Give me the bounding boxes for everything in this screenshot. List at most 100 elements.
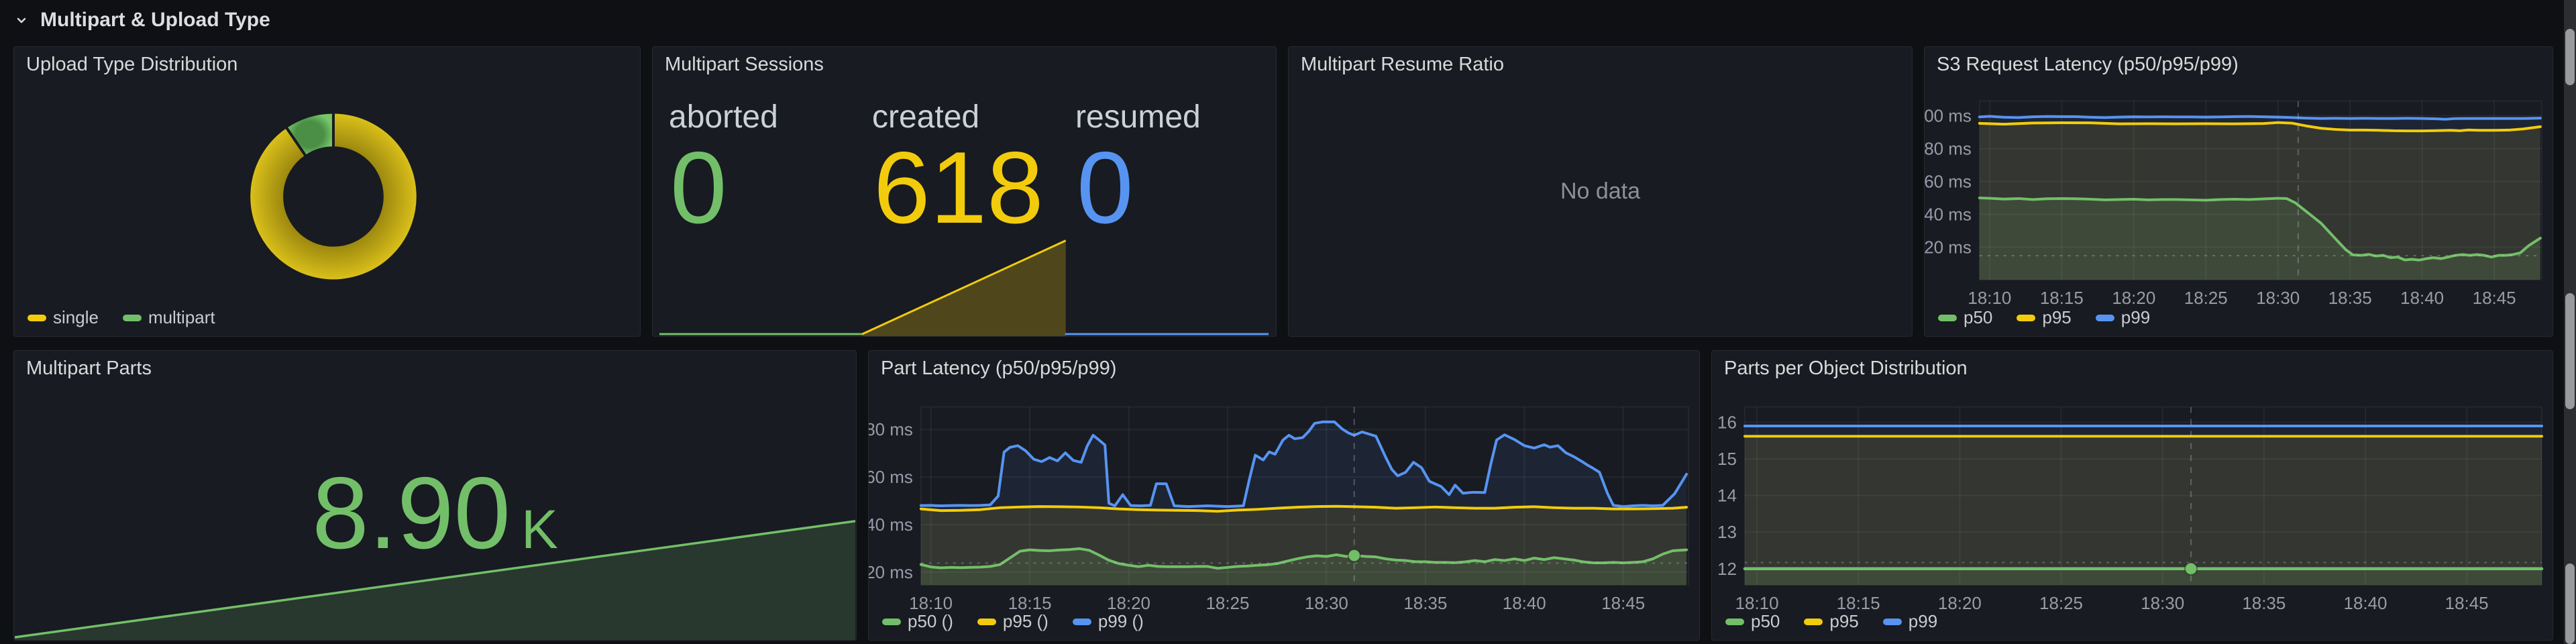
legend-item-p95[interactable]: p95	[2017, 307, 2072, 328]
stat-spark-line-created	[861, 239, 1067, 335]
axis-tick-label: 18:15	[1008, 594, 1052, 613]
axis-tick-label: 20 ms	[869, 564, 913, 582]
axis-tick-label: 18:10	[1735, 594, 1779, 613]
legend-item-p95[interactable]: p95 ()	[977, 611, 1049, 632]
legend-series-label: multipart	[148, 307, 215, 327]
axis-tick-label: 18:40	[2400, 289, 2444, 308]
pie-slice-single	[248, 111, 419, 282]
legend-series-swatch	[122, 314, 142, 321]
timeseries-chart: 18:10 18:15 18:20 18:25 18:30 18:35 18:40 18:45…	[869, 406, 1690, 613]
panel-title[interactable]: Part Latency (p50/p95/p99)	[881, 358, 1117, 379]
legend-series-swatch	[1882, 618, 1902, 625]
axis-tick-label: 18:45	[1601, 594, 1645, 613]
axis-tick-label: 18:25	[2039, 594, 2083, 613]
series-line	[1978, 115, 2542, 121]
axis-tick-label: 18:10	[909, 594, 953, 613]
axis-tick-label: 18:25	[1205, 594, 1249, 613]
stat-value: 8.90	[312, 456, 511, 570]
series-area	[920, 506, 1687, 586]
panel-title[interactable]: Multipart Resume Ratio	[1301, 54, 1504, 75]
legend-series-swatch	[28, 314, 46, 321]
panel-title[interactable]: Multipart Parts	[26, 358, 152, 379]
legend-series-label: p95 ()	[1002, 611, 1049, 631]
axis-tick-label: 60 ms	[869, 468, 913, 487]
stat-created: created 618	[863, 47, 1067, 336]
panel-multipart-resume-ratio: Multipart Resume Ratio No data	[1288, 46, 1913, 337]
legend-series-label: p50 ()	[908, 611, 953, 631]
axis-tick-label: 18:45	[2445, 594, 2489, 613]
panel-title[interactable]: Multipart Sessions	[665, 54, 824, 75]
axis-tick-label: 14	[1717, 487, 1737, 506]
axis-tick-label: 18:35	[1403, 594, 1447, 613]
legend-item-p50[interactable]: p50 ()	[882, 611, 953, 632]
timeseries-chart: 18:10 18:15 18:20 18:25 18:30 18:35 18:40 18:45…	[1717, 406, 2544, 613]
no-data-message: No data	[1560, 178, 1641, 204]
stat-resumed: resumed 0	[1066, 47, 1270, 336]
big-stat: 8.90 K	[14, 462, 856, 564]
panel-title[interactable]: Parts per Object Distribution	[1724, 358, 1968, 379]
legend-item-p50[interactable]: p50	[1938, 307, 1992, 328]
scrollbar-thumb[interactable]	[2565, 564, 2575, 644]
panel-parts-per-object: Parts per Object Distribution 18:10 18:15…	[1711, 350, 2553, 641]
axis-tick-label: 18:35	[2328, 289, 2372, 308]
legend-item-p99[interactable]: p99	[1882, 611, 1938, 632]
axis-tick-label: 18:20	[1107, 594, 1150, 613]
axis-tick-label: 18:15	[1837, 594, 1880, 613]
series-line	[1978, 121, 2542, 133]
legend-series-swatch	[882, 618, 901, 625]
series-line	[919, 420, 1688, 508]
row-title[interactable]: Multipart & Upload Type	[40, 9, 270, 31]
stat-sparklines	[659, 239, 1269, 336]
legend-series-label: p95	[2042, 307, 2072, 327]
axis-tick-label: 13	[1717, 523, 1737, 542]
axis-tick-label: 18:30	[2256, 289, 2300, 308]
axis-tick-label: 18:10	[1968, 289, 2011, 308]
hover-point-marker	[1347, 549, 1361, 563]
series-line	[919, 504, 1688, 513]
legend-item-p95[interactable]: p95	[1804, 611, 1859, 632]
legend-item-p50[interactable]: p50	[1725, 611, 1780, 632]
axis-tick-label: 80 ms	[869, 421, 913, 439]
legend-series-label: p95	[1829, 611, 1859, 631]
legend-series-label: p99	[2121, 307, 2151, 327]
stat-label: aborted	[669, 99, 778, 135]
axis-tick-label: 18:40	[1503, 594, 1546, 613]
axis-tick-label: 18:15	[2040, 289, 2084, 308]
legend-series-swatch	[1804, 618, 1823, 625]
legend-item-p99[interactable]: p99	[2095, 307, 2151, 328]
panel-title[interactable]: Upload Type Distribution	[26, 54, 238, 75]
legend-series-label: p50	[1751, 611, 1780, 631]
stat-value: 618	[873, 131, 1044, 245]
chart-legend: p50 p95 p99	[1938, 307, 2150, 328]
legend-series-label: p99 ()	[1097, 611, 1144, 631]
axis-tick-label: 18:30	[1305, 594, 1348, 613]
legend-item-p99[interactable]: p99 ()	[1072, 611, 1144, 632]
legend-series-swatch	[2095, 314, 2114, 321]
chart-legend: p50 p95 p99	[1725, 611, 1937, 632]
hover-point-marker	[2184, 561, 2198, 576]
legend-series-swatch	[977, 618, 996, 625]
dashboard-row-header[interactable]: Multipart & Upload Type	[12, 5, 270, 35]
page-scrollbar[interactable]	[2564, 0, 2576, 644]
chevron-down-icon[interactable]	[12, 11, 31, 30]
stat-spark-line	[14, 520, 856, 639]
pie-slice-multipart	[284, 111, 335, 158]
panel-title[interactable]: S3 Request Latency (p50/p95/p99)	[1937, 54, 2239, 75]
chart-legend: single multipart	[28, 307, 215, 328]
scrollbar-thumb[interactable]	[2565, 29, 2575, 85]
legend-item-multipart[interactable]: multipart	[122, 307, 215, 328]
stat-label: created	[872, 99, 980, 135]
stat-value: 0	[670, 131, 727, 245]
axis-tick-label: 18:20	[1938, 594, 1982, 613]
axis-tick-label: 16	[1717, 414, 1737, 433]
scrollbar-thumb[interactable]	[2565, 293, 2575, 409]
axis-tick-label: 18:35	[2242, 594, 2286, 613]
panel-multipart-sessions: Multipart Sessions aborted 0 created 618…	[652, 46, 1277, 337]
legend-series-swatch	[1938, 314, 1957, 321]
series-area	[1744, 425, 2542, 586]
axis-tick-label: 20 ms	[1925, 238, 1972, 257]
legend-item-single[interactable]: single	[28, 307, 99, 328]
panel-multipart-parts: Multipart Parts 8.90 K	[13, 350, 857, 641]
legend-series-label: p99	[1908, 611, 1938, 631]
